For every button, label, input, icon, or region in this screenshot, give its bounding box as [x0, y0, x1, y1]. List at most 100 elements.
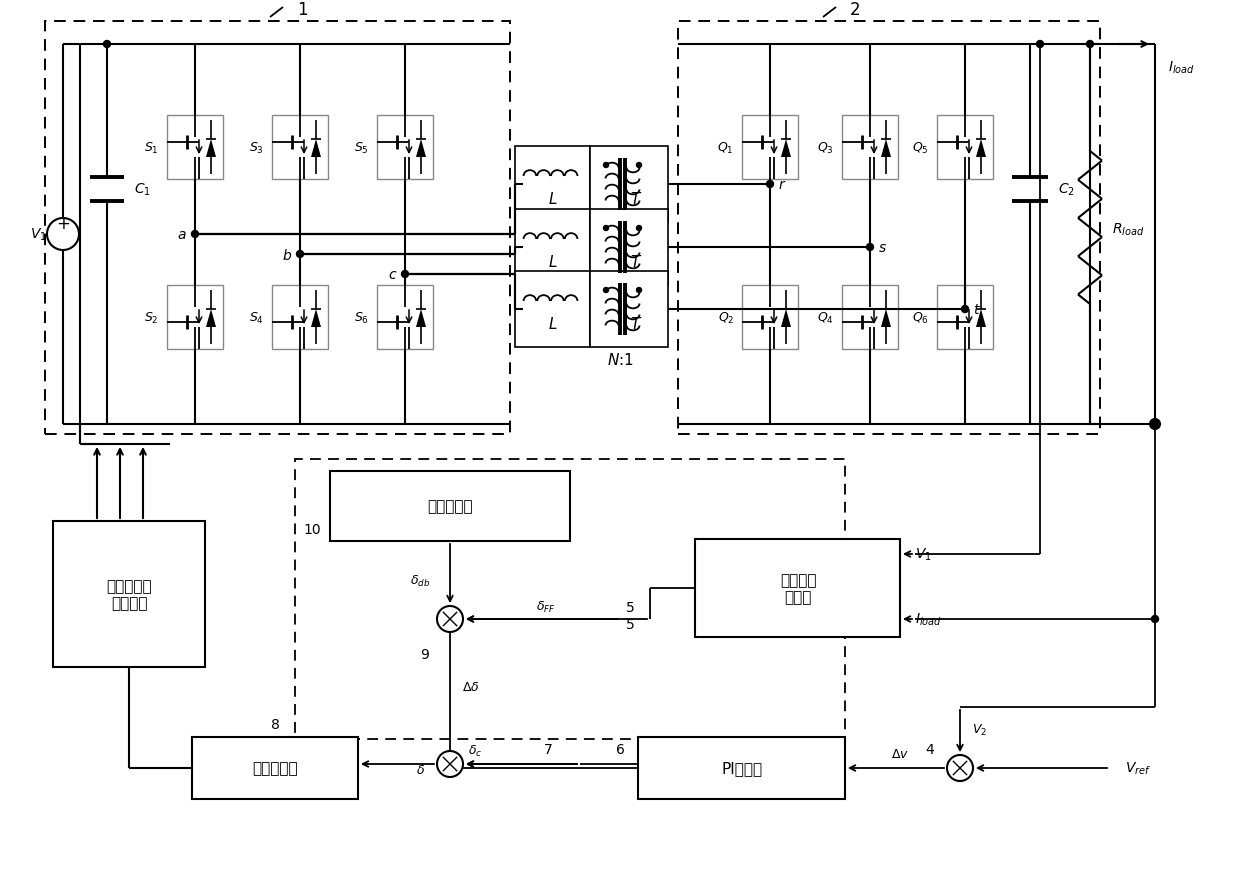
Circle shape: [104, 41, 110, 48]
Circle shape: [866, 244, 873, 251]
Text: PI调节器: PI调节器: [721, 760, 762, 775]
Text: $S_{6}$: $S_{6}$: [354, 310, 369, 325]
Circle shape: [767, 181, 773, 188]
Text: $Q_{6}$: $Q_{6}$: [912, 310, 929, 325]
Circle shape: [192, 231, 198, 238]
Circle shape: [637, 288, 642, 293]
Bar: [273, 116, 328, 180]
Circle shape: [1087, 41, 1094, 48]
Text: 移相调制器: 移相调制器: [253, 760, 297, 775]
Text: $\Delta\delta$: $\Delta\delta$: [462, 680, 479, 694]
Bar: [590, 210, 668, 285]
Text: $S_{2}$: $S_{2}$: [145, 310, 159, 325]
Text: 6: 6: [616, 742, 624, 756]
Polygon shape: [781, 310, 790, 327]
Bar: [742, 116, 798, 180]
Polygon shape: [976, 140, 986, 158]
Text: $r$: $r$: [778, 178, 787, 191]
Bar: [192, 738, 358, 799]
Bar: [45, 22, 510, 435]
Text: 4: 4: [926, 742, 934, 756]
Polygon shape: [416, 310, 426, 327]
Text: $s$: $s$: [878, 241, 887, 255]
Circle shape: [961, 306, 969, 313]
Text: $T$: $T$: [629, 254, 642, 270]
Text: $L$: $L$: [548, 315, 558, 332]
Text: 5: 5: [626, 617, 634, 631]
Circle shape: [296, 251, 304, 258]
Bar: [515, 210, 590, 285]
Text: $a$: $a$: [177, 227, 187, 241]
Text: 功率开关管
驱动信号: 功率开关管 驱动信号: [107, 578, 152, 610]
Circle shape: [1151, 421, 1158, 428]
Text: 10: 10: [304, 522, 321, 536]
Text: $\delta_{db}$: $\delta_{db}$: [410, 572, 430, 588]
Text: $L$: $L$: [548, 254, 558, 270]
Polygon shape: [881, 310, 891, 327]
Circle shape: [401, 271, 409, 278]
Text: $Q_{2}$: $Q_{2}$: [717, 310, 733, 325]
Bar: [843, 285, 898, 349]
Bar: [638, 738, 845, 799]
Bar: [167, 285, 223, 349]
Polygon shape: [311, 310, 321, 327]
Text: $c$: $c$: [388, 268, 396, 282]
Text: $S_{4}$: $S_{4}$: [249, 310, 264, 325]
Text: $C_1$: $C_1$: [134, 182, 150, 198]
Circle shape: [603, 163, 608, 169]
Circle shape: [637, 227, 642, 231]
Text: $b$: $b$: [281, 248, 292, 263]
Bar: [377, 116, 432, 180]
Text: $V_1$: $V_1$: [30, 227, 47, 243]
Polygon shape: [206, 310, 216, 327]
Text: $I_{load}$: $I_{load}$: [1168, 60, 1194, 76]
Text: 5: 5: [626, 601, 634, 615]
Polygon shape: [206, 140, 216, 158]
Circle shape: [603, 288, 608, 293]
Bar: [330, 471, 570, 542]
Bar: [590, 271, 668, 348]
Polygon shape: [416, 140, 426, 158]
Text: $t$: $t$: [973, 303, 981, 317]
Text: $Q_{4}$: $Q_{4}$: [818, 310, 834, 325]
Polygon shape: [881, 140, 891, 158]
Text: $S_{3}$: $S_{3}$: [249, 140, 264, 155]
Text: 8: 8: [270, 717, 280, 731]
Bar: [167, 116, 223, 180]
Bar: [843, 116, 898, 180]
Bar: [53, 522, 204, 667]
Text: 死区补偿器: 死区补偿器: [427, 499, 473, 514]
Circle shape: [1151, 615, 1158, 623]
Text: $\Delta v$: $\Delta v$: [891, 748, 909, 760]
Bar: [590, 147, 668, 223]
Circle shape: [1037, 41, 1043, 48]
Text: $S_{1}$: $S_{1}$: [144, 140, 159, 155]
Text: $Q_{5}$: $Q_{5}$: [912, 140, 929, 155]
Bar: [515, 271, 590, 348]
Bar: [377, 285, 432, 349]
Text: 负载前馈
补偿器: 负载前馈 补偿器: [779, 572, 817, 605]
Text: $V_{ref}$: $V_{ref}$: [1125, 760, 1151, 776]
Bar: [678, 22, 1100, 435]
Text: $V_1$: $V_1$: [914, 546, 932, 563]
Polygon shape: [311, 140, 321, 158]
Text: $T$: $T$: [629, 191, 642, 206]
Circle shape: [1151, 421, 1158, 428]
Text: 9: 9: [420, 647, 430, 661]
Text: $\delta_{FF}$: $\delta_{FF}$: [536, 599, 556, 614]
Text: $R_{load}$: $R_{load}$: [1111, 221, 1145, 238]
Text: $\delta_c$: $\delta_c$: [468, 743, 482, 758]
Bar: [937, 285, 992, 349]
Text: $Q_{1}$: $Q_{1}$: [717, 140, 733, 155]
Bar: [742, 285, 798, 349]
Text: 7: 7: [544, 742, 553, 756]
Text: $C_2$: $C_2$: [1058, 182, 1075, 198]
Text: $I_{load}$: $I_{load}$: [914, 611, 942, 628]
Bar: [937, 116, 992, 180]
Text: $T$: $T$: [629, 315, 642, 332]
Text: 1: 1: [296, 1, 307, 19]
Bar: [695, 539, 900, 637]
Text: 2: 2: [850, 1, 860, 19]
Circle shape: [603, 227, 608, 231]
Text: $N$:1: $N$:1: [607, 351, 633, 368]
